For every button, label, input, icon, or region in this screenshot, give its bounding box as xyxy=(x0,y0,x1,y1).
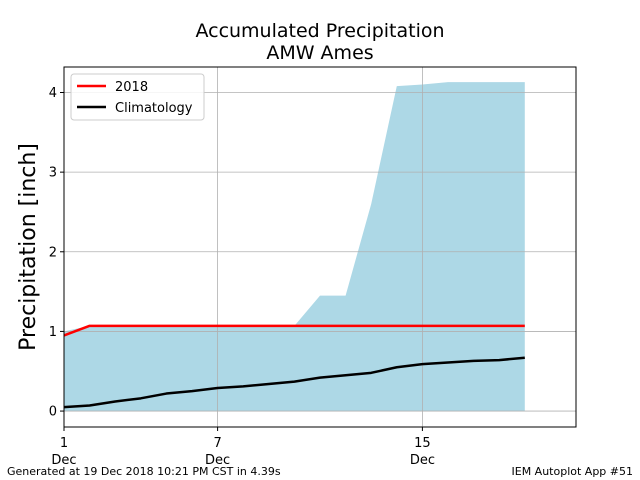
y-tick-label: 4 xyxy=(49,86,57,101)
x-axis-ticks: 1 Dec 7 Dec 15 Dec xyxy=(51,427,435,468)
footer-app-text: IEM Autoplot App #51 xyxy=(511,465,634,478)
chart-title-line1: Accumulated Precipitation xyxy=(195,20,444,42)
range-band-area xyxy=(64,82,525,412)
legend-label-2018: 2018 xyxy=(115,80,148,95)
footer-generated-text: Generated at 19 Dec 2018 10:21 PM CST in… xyxy=(7,465,281,478)
y-tick-label: 2 xyxy=(49,245,57,260)
y-tick-label: 3 xyxy=(49,166,57,181)
range-band-layer xyxy=(64,82,525,412)
x-tick-label-day: 1 xyxy=(60,436,68,451)
series-layer xyxy=(63,324,525,409)
x-tick-label-month: Dec xyxy=(410,453,435,468)
x-tick-label-month: Dec xyxy=(205,453,230,468)
y-tick-label: 0 xyxy=(49,405,57,420)
legend: 2018 Climatology xyxy=(70,73,205,121)
y-tick-label: 1 xyxy=(49,325,57,340)
series-line-2018 xyxy=(63,324,525,337)
x-tick-label-day: 15 xyxy=(414,436,431,451)
series-line-climatology xyxy=(63,356,525,409)
y-axis-ticks: 0 1 2 3 4 xyxy=(49,86,64,420)
x-tick-label-month: Dec xyxy=(51,453,76,468)
chart-title-line2: AMW Ames xyxy=(266,42,373,64)
legend-label-climatology: Climatology xyxy=(115,101,193,116)
plot-frame xyxy=(63,66,577,428)
y-axis-label: Precipitation [inch] xyxy=(16,143,41,351)
x-tick-label-day: 7 xyxy=(213,436,221,451)
